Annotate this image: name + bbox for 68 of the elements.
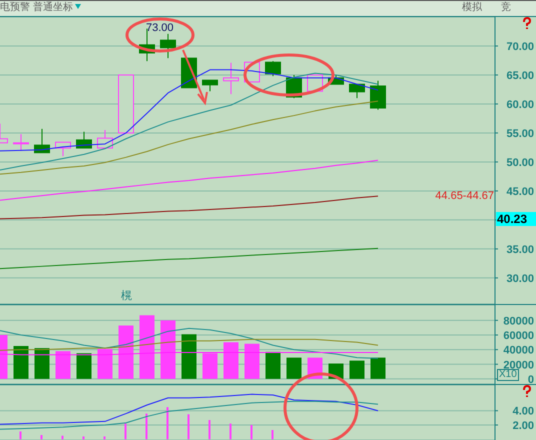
bar — [244, 344, 260, 379]
y-tick-label: 0 — [528, 374, 534, 386]
bar — [350, 360, 364, 379]
candlestick — [265, 60, 281, 77]
bar — [286, 358, 302, 379]
bar — [40, 435, 42, 440]
line-series — [0, 72, 378, 171]
candlestick — [202, 80, 218, 92]
line-series — [0, 248, 378, 270]
y-tick-label: 60.00 — [506, 98, 534, 111]
bar — [14, 346, 28, 379]
bar — [124, 424, 126, 440]
bar — [224, 342, 238, 379]
text: X10 — [497, 369, 519, 381]
bar — [118, 325, 134, 379]
line-series — [0, 394, 378, 425]
text: 普通坐标 — [33, 2, 73, 14]
bar — [182, 334, 196, 379]
y-tick-label: 60000 — [503, 330, 534, 342]
bar — [266, 352, 280, 379]
y-tick-label: 65.00 — [506, 70, 534, 82]
text: 竞 — [501, 2, 511, 14]
line-series — [0, 196, 378, 220]
bar — [56, 351, 70, 379]
bar — [140, 315, 154, 379]
annotation: 榥 — [121, 290, 132, 302]
bar — [230, 424, 232, 440]
bar — [98, 348, 112, 379]
y-tick-label: 45.00 — [506, 186, 534, 198]
bar — [272, 430, 274, 440]
y-tick-label: 20000 — [503, 359, 534, 372]
bar — [160, 320, 176, 379]
text: 模拟 — [462, 2, 482, 14]
bar — [76, 353, 92, 379]
line-series — [0, 400, 378, 430]
bar — [202, 353, 218, 379]
bar — [34, 348, 50, 379]
y-tick-label: 80000 — [503, 315, 534, 328]
candlestick — [223, 62, 239, 95]
y-tick-label: 30.00 — [506, 272, 534, 285]
y-tick-label: 35.00 — [506, 244, 534, 256]
bar — [146, 414, 148, 440]
line-series — [0, 338, 378, 351]
bar — [82, 436, 84, 440]
candlestick — [370, 80, 386, 110]
y-tick-label: 55.00 — [506, 128, 534, 140]
y-tick-label: 2.00 — [512, 420, 534, 432]
annotation: 73.00 — [146, 22, 174, 34]
bar — [20, 431, 22, 440]
text: 电预警 — [0, 2, 30, 14]
bar — [62, 436, 64, 440]
y-tick-label: 4.00 — [512, 406, 534, 418]
bar — [208, 420, 210, 440]
line-series — [0, 160, 378, 201]
bar — [250, 425, 252, 440]
bar — [166, 407, 168, 440]
y-tick-label: 70.00 — [506, 40, 534, 53]
line-series — [0, 328, 378, 359]
candlestick — [349, 84, 365, 99]
text: 40.23 — [496, 212, 536, 226]
bar — [104, 436, 106, 440]
y-tick-label: 50.00 — [506, 156, 534, 169]
candlestick — [160, 33, 176, 59]
candlestick — [13, 134, 29, 152]
bar — [188, 414, 190, 440]
y-tick-label: 40000 — [503, 344, 534, 357]
text: 44.65-44.67 — [435, 190, 494, 202]
bar — [370, 358, 386, 379]
